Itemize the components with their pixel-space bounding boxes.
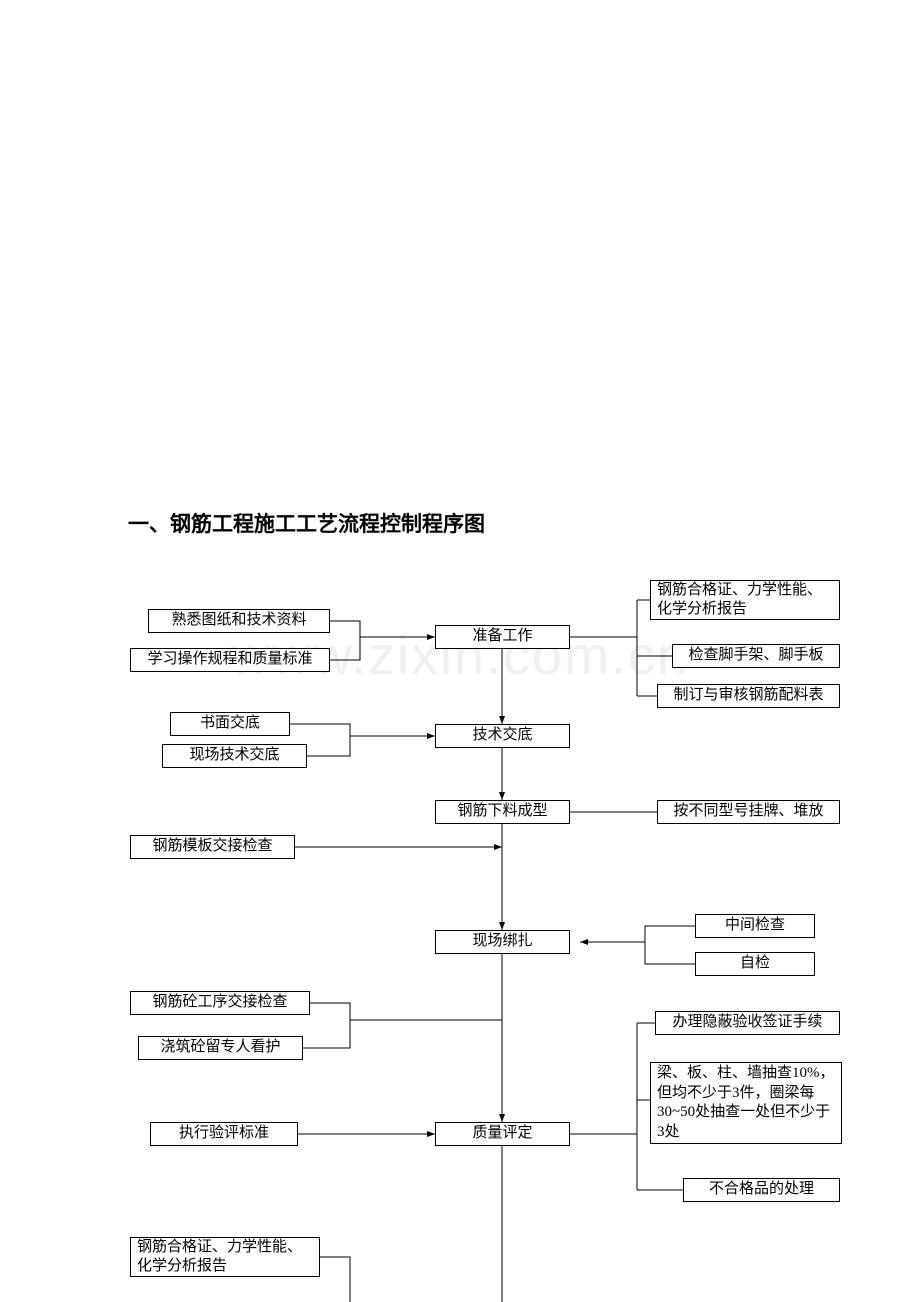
- node-n12: 钢筋模板交接检查: [130, 835, 295, 859]
- node-n6: 制订与审核钢筋配料表: [657, 684, 840, 708]
- node-n5: 检查脚手架、脚手板: [672, 644, 840, 668]
- node-n10: 钢筋下料成型: [435, 800, 570, 824]
- node-n17: 浇筑砼留专人看护: [138, 1036, 303, 1060]
- node-n18: 办理隐蔽验收签证手续: [655, 1011, 840, 1035]
- node-n13: 现场绑扎: [435, 930, 570, 954]
- node-n1: 熟悉图纸和技术资料: [148, 609, 330, 633]
- node-n20: 执行验评标准: [150, 1122, 298, 1146]
- node-n15: 自检: [695, 952, 815, 976]
- node-n23: 钢筋合格证、力学性能、化学分析报告: [130, 1237, 320, 1277]
- node-n2: 学习操作规程和质量标准: [130, 648, 330, 672]
- node-n14: 中间检查: [695, 914, 815, 938]
- node-n11: 按不同型号挂牌、堆放: [657, 800, 840, 824]
- node-n9: 技术交底: [435, 724, 570, 748]
- node-n22: 不合格品的处理: [683, 1178, 840, 1202]
- node-n8: 现场技术交底: [162, 744, 307, 768]
- node-n7: 书面交底: [170, 712, 290, 736]
- node-n19: 梁、板、柱、墙抽查10%，但均不少于3件，圈梁每30~50处抽查一处但不少于3处: [650, 1062, 842, 1144]
- node-n3: 准备工作: [435, 625, 570, 649]
- node-n21: 质量评定: [435, 1122, 570, 1146]
- diagram-title: 一、钢筋工程施工工艺流程控制程序图: [128, 508, 485, 538]
- node-n4: 钢筋合格证、力学性能、化学分析报告: [650, 580, 840, 620]
- node-n16: 钢筋砼工序交接检查: [130, 991, 310, 1015]
